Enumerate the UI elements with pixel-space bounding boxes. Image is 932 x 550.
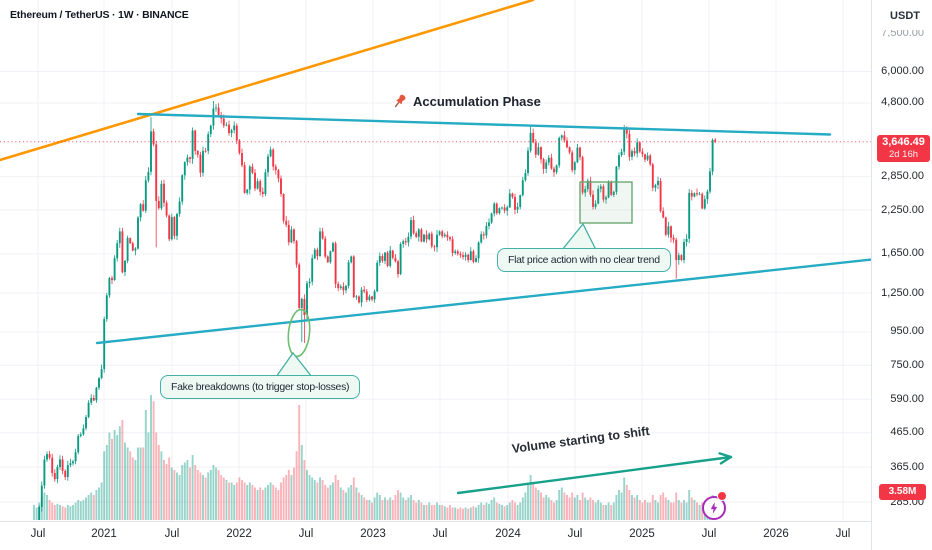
trendline-range-top[interactable]	[136, 112, 832, 136]
callout-tail	[560, 222, 598, 251]
price-tick-clipped: 7,500.00	[881, 30, 924, 37]
grid	[0, 0, 871, 521]
candles	[38, 101, 717, 520]
time-tick-label: Jul	[835, 528, 851, 540]
price-tick-label: 2,250.00	[881, 203, 924, 216]
time-tick-label: Jul	[164, 528, 180, 540]
volume-arrow[interactable]	[456, 452, 733, 495]
pushpin-icon	[394, 94, 406, 108]
flat-price-callout[interactable]: Flat price action with no clear trend	[497, 248, 671, 272]
time-tick-label: Jul	[701, 528, 717, 540]
notification-dot	[717, 491, 727, 501]
price-tick-label: 6,000.00	[881, 64, 924, 77]
time-tick-label: 2023	[360, 528, 386, 540]
price-tick-label: 2,850.00	[881, 170, 924, 183]
price-tick-label: 1,250.00	[881, 286, 924, 299]
trendline-range-bottom[interactable]	[95, 258, 873, 345]
price-axis[interactable]: USDT 7,500.00 3,646.49 2d 16h 3.58M 6,00…	[871, 0, 932, 550]
price-tick-label: 950.00	[890, 325, 924, 338]
price-tick-label: 365.00	[890, 460, 924, 473]
quick-action-button[interactable]	[702, 496, 726, 520]
price-tick-label: 590.00	[890, 392, 924, 405]
time-tick-label: Jul	[298, 528, 314, 540]
trendline-rising-orange[interactable]	[0, 0, 535, 162]
price-tick-label: 4,800.00	[881, 96, 924, 109]
accumulation-label: Accumulation Phase	[413, 94, 541, 109]
symbol-title[interactable]: Ethereum / TetherUS · 1W · BINANCE	[10, 9, 189, 21]
fake-breakdowns-callout[interactable]: Fake breakdowns (to trigger stop-losses)	[160, 375, 361, 399]
time-tick-label: 2021	[91, 528, 117, 540]
time-tick-label: 2024	[495, 528, 521, 540]
time-tick-label: Jul	[30, 528, 46, 540]
currency-label: USDT	[890, 10, 920, 22]
time-tick-label: Jul	[567, 528, 583, 540]
volume-bars	[33, 395, 717, 520]
time-tick-label: 2025	[629, 528, 655, 540]
bar-countdown: 2d 16h	[888, 149, 919, 160]
time-tick-label: 2026	[763, 528, 789, 540]
flat-range-box[interactable]	[579, 181, 633, 224]
time-tick-label: Jul	[432, 528, 448, 540]
lightning-bolt-icon	[710, 502, 718, 514]
time-axis[interactable]: Jul 2021 Jul 2022 Jul 2023 Jul 2024 Jul 2025 Jul 20…	[0, 521, 871, 550]
volume-badge: 3.58M	[879, 484, 926, 500]
accumulation-annotation[interactable]: Accumulation Phase	[391, 93, 541, 110]
time-tick-label: 2022	[226, 528, 252, 540]
price-tick-label: 1,650.00	[881, 247, 924, 260]
breakdown-ellipse[interactable]	[286, 308, 312, 358]
price-tick-label: 750.00	[890, 358, 924, 371]
last-price-value: 3,646.49	[882, 136, 925, 148]
price-tick-label: 465.00	[890, 426, 924, 439]
last-price-badge: 3,646.49 2d 16h	[877, 135, 930, 162]
